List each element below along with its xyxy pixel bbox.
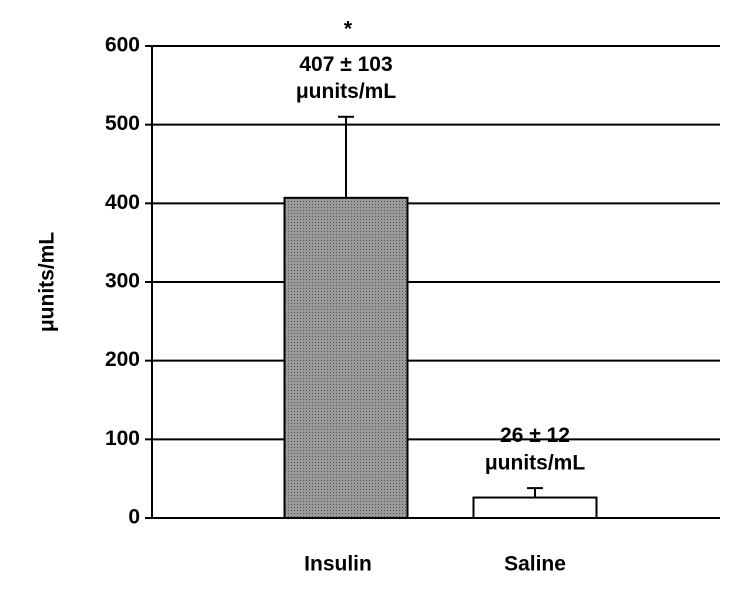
- x-tick-label: Insulin: [304, 553, 372, 576]
- bar: [472, 496, 598, 519]
- y-tick-label: 0: [128, 506, 140, 529]
- y-tick-label: 400: [105, 191, 140, 214]
- y-tick-label: 200: [105, 348, 140, 371]
- annotation: *: [344, 18, 353, 41]
- value-label: 407 ± 103 μunits/mL: [296, 52, 397, 102]
- value-label: 26 ± 12 μunits/mL: [485, 424, 586, 474]
- y-tick-label: 300: [105, 270, 140, 293]
- y-tick-label: 100: [105, 427, 140, 450]
- y-tick-label: 500: [105, 112, 140, 135]
- x-tick-label: Saline: [504, 553, 566, 576]
- y-axis-label: μunits/mL: [36, 232, 59, 333]
- bar: [283, 196, 409, 519]
- y-tick-label: 600: [105, 34, 140, 57]
